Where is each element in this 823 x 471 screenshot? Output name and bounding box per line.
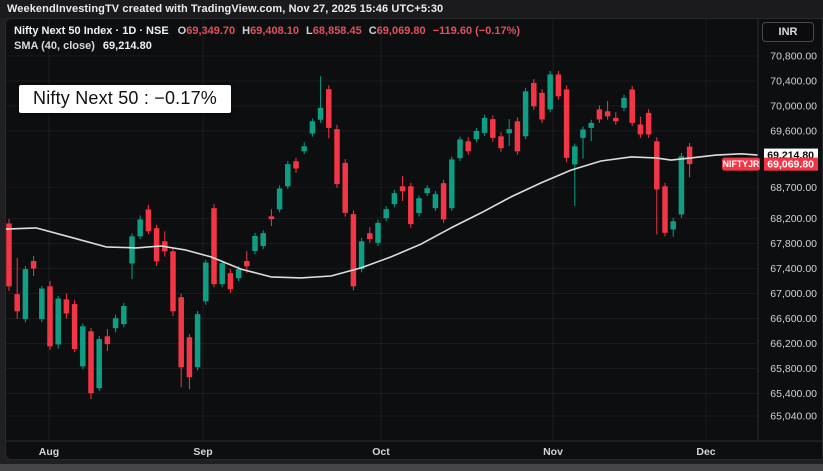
- vertical-gridlines: [48, 19, 707, 441]
- change-overlay-label: Nifty Next 50 : −0.17%: [19, 85, 231, 113]
- attribution-text: WeekendInvestingTV created with TradingV…: [7, 3, 444, 15]
- attribution-bar: WeekendInvestingTV created with TradingV…: [0, 0, 823, 18]
- svg-text:NIFTYJR: NIFTYJR: [723, 159, 760, 169]
- chart-legend: Nifty Next 50 Index · 1D · NSE O 69,349.…: [14, 24, 520, 54]
- svg-text:65,800.00: 65,800.00: [770, 363, 817, 375]
- close-value: 69,069.80: [376, 25, 426, 37]
- svg-text:68,700.00: 68,700.00: [770, 182, 817, 194]
- candles: [6, 71, 693, 400]
- svg-text:68,200.00: 68,200.00: [770, 213, 817, 225]
- low-label: L: [306, 25, 313, 37]
- sma-line: [6, 153, 759, 279]
- svg-text:Nov: Nov: [543, 446, 563, 458]
- bottom-bar: [0, 464, 823, 471]
- sma-value: 69,214.80: [102, 40, 152, 52]
- svg-text:65,400.00: 65,400.00: [770, 388, 817, 400]
- svg-text:67,400.00: 67,400.00: [770, 263, 817, 275]
- currency-button[interactable]: INR: [762, 22, 814, 42]
- svg-text:69,600.00: 69,600.00: [770, 126, 817, 138]
- open-label: O: [177, 25, 187, 37]
- svg-text:66,600.00: 66,600.00: [770, 313, 817, 325]
- svg-text:Aug: Aug: [39, 446, 59, 458]
- svg-text:67,000.00: 67,000.00: [770, 288, 817, 300]
- chart-panel: 70,800.00 70,400.00 70,000.00 69,600.00 68,7…: [5, 18, 823, 460]
- svg-text:70,400.00: 70,400.00: [770, 76, 817, 88]
- svg-text:70,000.00: 70,000.00: [770, 101, 817, 113]
- time-axis-labels[interactable]: Aug Sep Oct Nov Dec: [39, 446, 716, 458]
- svg-text:66,200.00: 66,200.00: [770, 338, 817, 350]
- svg-text:70,800.00: 70,800.00: [770, 51, 817, 63]
- candlestick-chart[interactable]: 70,800.00 70,400.00 70,000.00 69,600.00 68,7…: [6, 19, 823, 461]
- svg-text:Oct: Oct: [372, 446, 390, 458]
- open-value: 69,349.70: [186, 25, 236, 37]
- symbol-title[interactable]: Nifty Next 50 Index · 1D · NSE: [14, 25, 169, 37]
- sma-label[interactable]: SMA (40, close): [14, 40, 95, 52]
- change-value: −119.60 (−0.17%): [432, 25, 521, 37]
- svg-text:Sep: Sep: [193, 446, 212, 458]
- low-value: 68,858.45: [312, 25, 362, 37]
- legend-ohlc-row: Nifty Next 50 Index · 1D · NSE O 69,349.…: [14, 24, 520, 39]
- svg-text:65,040.00: 65,040.00: [770, 411, 817, 423]
- legend-sma-row: SMA (40, close) 69,214.80: [14, 39, 520, 54]
- price-axis-labels[interactable]: 70,800.00 70,400.00 70,000.00 69,600.00 68,7…: [770, 51, 817, 423]
- close-label: C: [368, 25, 377, 37]
- horizontal-gridlines: [6, 55, 758, 417]
- svg-text:67,800.00: 67,800.00: [770, 238, 817, 250]
- high-label: H: [242, 25, 251, 37]
- svg-text:69,069.80: 69,069.80: [767, 159, 814, 171]
- high-value: 69,408.10: [250, 25, 300, 37]
- svg-text:Dec: Dec: [696, 446, 715, 458]
